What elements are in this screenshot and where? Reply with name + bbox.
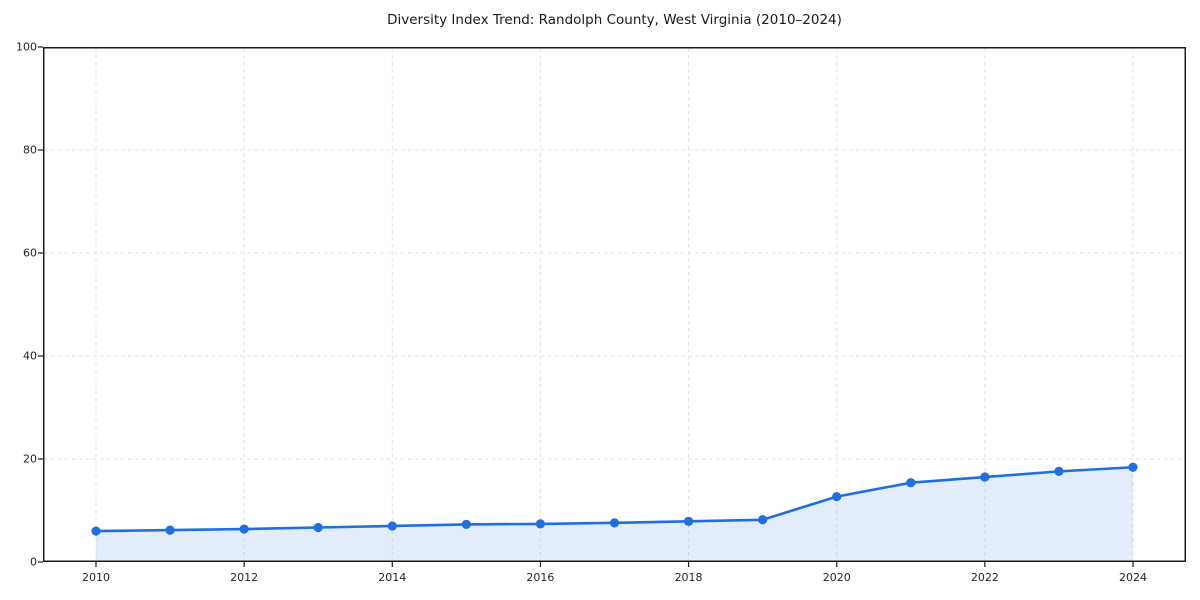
data-point [832,492,842,502]
x-tick-label: 2016 [526,571,555,584]
data-point [1128,462,1138,472]
data-point [683,516,694,526]
chart-title: Diversity Index Trend: Randolph County, … [387,12,842,28]
line-chart-svg [38,46,1186,567]
area-fill [96,467,1133,562]
y-tick-label: 20 [23,452,37,466]
data-point-markers [91,462,1138,536]
data-point [313,522,323,533]
data-point [906,478,916,488]
data-point [609,518,620,528]
data-point [387,521,397,531]
x-tick-label: 2010 [82,571,110,584]
data-point [239,524,249,534]
y-tick-label: 100 [16,40,37,54]
plot-border [43,47,1186,562]
data-point [165,525,175,535]
x-tick-label: 2022 [970,571,999,584]
x-tick-label: 2020 [822,571,851,584]
data-point [758,515,768,525]
x-tick-label: 2024 [1119,571,1147,584]
data-point [1054,466,1064,476]
x-tick-label: 2014 [378,571,407,584]
data-point [461,519,471,529]
y-tick-label: 80 [23,143,37,157]
y-tick-label: 40 [23,349,37,363]
x-tick-label: 2018 [674,571,703,584]
plot-area [38,46,1186,567]
x-tick-label: 2012 [230,571,259,584]
axis-ticks [38,46,1134,567]
y-tick-label: 60 [23,246,37,260]
data-point [980,472,990,482]
y-tick-label: 0 [30,555,37,569]
data-point [535,519,546,529]
data-point [91,526,101,536]
